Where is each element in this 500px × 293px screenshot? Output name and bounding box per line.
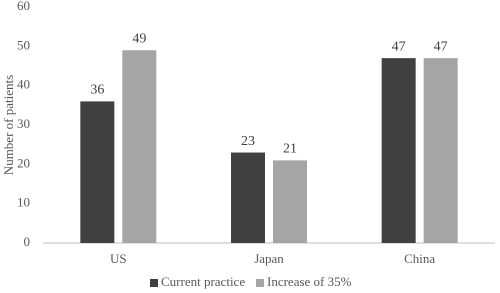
bar (231, 152, 265, 243)
x-tick-label: Japan (254, 251, 284, 266)
legend-swatch (256, 279, 264, 287)
value-label: 23 (241, 134, 255, 149)
bar (273, 160, 307, 243)
y-axis-label: Number of patients (1, 75, 16, 175)
value-label: 47 (392, 39, 406, 54)
value-label: 47 (434, 39, 448, 54)
y-tick-label: 20 (17, 155, 30, 170)
value-label: 21 (283, 142, 297, 157)
legend-label: Current practice (161, 274, 245, 289)
y-tick-label: 0 (24, 234, 31, 249)
bar (381, 58, 416, 244)
bar (423, 58, 458, 244)
y-tick-label: 50 (17, 37, 30, 52)
bar (122, 50, 157, 244)
x-tick-label: China (404, 251, 435, 266)
value-label: 36 (90, 83, 104, 98)
value-label: 49 (132, 31, 146, 46)
y-tick-label: 60 (17, 0, 30, 13)
y-tick-label: 30 (17, 116, 30, 131)
y-tick-label: 40 (17, 77, 30, 92)
bar (80, 101, 115, 244)
legend-label: Increase of 35% (267, 274, 352, 289)
y-tick-label: 10 (17, 195, 30, 210)
x-tick-label: US (110, 251, 127, 266)
legend-swatch (150, 279, 158, 287)
